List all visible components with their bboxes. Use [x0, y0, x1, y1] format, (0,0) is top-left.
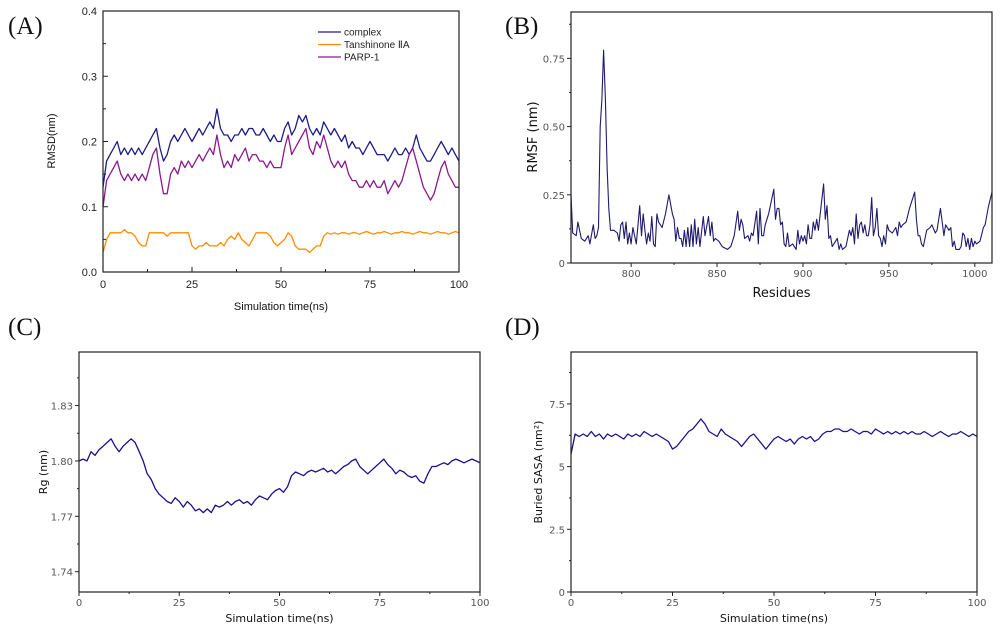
x-tick-label: 25 [173, 598, 186, 609]
plot-area [78, 438, 481, 514]
x-tick-label: 50 [275, 279, 287, 291]
y-tick-label: 1.77 [51, 512, 73, 523]
x-tick-label: 0 [568, 598, 574, 609]
y-tick-label: 0 [559, 588, 565, 599]
y-tick-label: 0.2 [82, 137, 97, 149]
legend-label: complex [344, 28, 381, 39]
y-axis-title: Buried SASA (nm²) [532, 421, 545, 524]
x-tick-label: 1000 [962, 269, 987, 280]
series-line-tanshinone-a [102, 228, 460, 254]
x-tick-label: 100 [470, 598, 489, 609]
y-tick-label: 0.1 [82, 202, 97, 214]
y-tick-label: 7.5 [549, 400, 565, 411]
plot-area [570, 418, 978, 455]
plot-area [102, 108, 460, 254]
y-tick-label: 0.4 [82, 6, 97, 18]
x-axis-title: Simulation time(ns) [720, 612, 828, 625]
y-tick-label: 2.5 [549, 525, 565, 536]
panel-label: (D) [505, 314, 540, 341]
plot-frame [570, 351, 978, 593]
x-tick-label: 75 [869, 598, 882, 609]
chart-panel-c: (C) 0 25 50 75 100 1.74 1.77 1.80 1.83 Simulation … [8, 314, 490, 625]
series-line-parp-1 [102, 127, 459, 207]
x-tick-label: 25 [186, 279, 198, 291]
y-tick-label: 1.80 [51, 457, 73, 468]
plot-frame [570, 11, 993, 264]
y-axis-title: Rg (nm) [37, 450, 50, 494]
x-tick-label: 850 [708, 269, 727, 280]
chart-panel-d: (D) 0 25 50 75 100 0 2.5 5 7.5 Simulation time(ns)… [505, 314, 987, 625]
x-tick-label: 50 [273, 598, 286, 609]
y-tick-label: 1.74 [51, 568, 73, 579]
y-axis-title: RMSD(nm) [46, 114, 58, 169]
y-axis-title: RMSF (nm) [526, 101, 541, 172]
x-tick-label: 25 [666, 598, 679, 609]
x-tick-label: 75 [373, 598, 386, 609]
x-tick-label: 800 [622, 269, 641, 280]
x-tick-label: 950 [879, 269, 898, 280]
y-tick-label: 0.75 [543, 54, 565, 65]
x-tick-label: 100 [450, 279, 468, 291]
series-line [570, 49, 993, 250]
chart-panel-b: (B) 800 850 900 950 1000 0 0.25 0.50 0.75 Residues… [505, 11, 993, 301]
x-tick-label: 900 [793, 269, 812, 280]
panel-label: (A) [8, 13, 43, 40]
panel-label: (C) [8, 314, 41, 341]
x-tick-label: 50 [768, 598, 781, 609]
chart-panel-a: (A) 0 25 50 75 100 0.0 0.1 0.2 0.3 0.4 Simulation t… [8, 6, 468, 313]
x-tick-label: 0 [100, 279, 106, 291]
y-tick-label: 0.25 [543, 191, 565, 202]
y-tick-label: 0.0 [82, 267, 97, 279]
x-axis-title: Simulation time(ns) [225, 612, 333, 625]
x-axis-title: Simulation time(ns) [234, 301, 328, 313]
legend-label: Tanshinone ⅡA [344, 40, 410, 51]
plot-area [570, 49, 993, 250]
y-tick-label: 0.3 [82, 71, 97, 83]
x-axis-title: Residues [752, 286, 810, 301]
y-tick-label: 1.83 [51, 402, 73, 413]
y-tick-label: 0.50 [543, 123, 565, 134]
y-tick-label: 5 [559, 463, 565, 474]
y-tick-label: 0 [559, 259, 565, 270]
plot-frame [78, 351, 481, 593]
panel-label: (B) [505, 13, 538, 40]
x-tick-label: 0 [76, 598, 82, 609]
series-line [570, 418, 978, 455]
legend-label: PARP-1 [344, 53, 380, 64]
x-tick-label: 75 [364, 279, 376, 291]
series-line-complex [102, 108, 460, 188]
series-line [78, 438, 481, 514]
x-tick-label: 100 [967, 598, 986, 609]
